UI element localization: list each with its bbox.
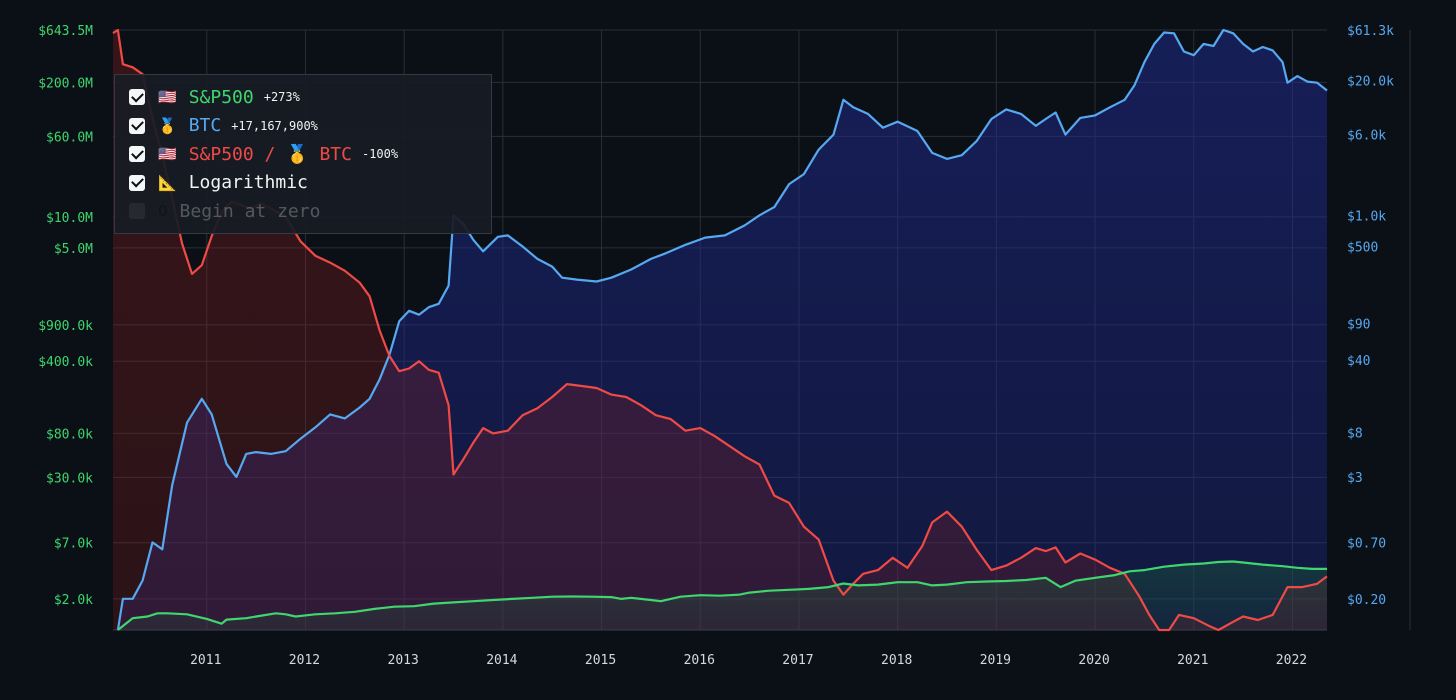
right-tick-label: $1.0k [1347,209,1386,224]
sp500-checkbox[interactable] [129,89,145,106]
legend-panel: 🇺🇸 S&P500 +273% 🥇 BTC +17,167,900% 🇺🇸 S&… [114,74,492,234]
gold-medal-icon: 🥇 [158,116,177,135]
right-tick-label: $8 [1347,427,1363,442]
ratio-label: S&P500 / 🥇 BTC [188,143,352,165]
btc-line [116,28,1328,631]
begin-at-zero-checkbox[interactable] [129,203,145,220]
x-tick-label: 2011 [190,653,221,668]
left-axis: $643.5M $200.0M $60.0M $10.0M $5.0M $900.0k $4… [38,24,93,608]
x-tick-label: 2016 [684,653,715,668]
x-tick-label: 2022 [1276,653,1307,668]
x-tick-label: 2021 [1177,653,1208,668]
left-tick-label: $10.0M [46,211,93,226]
right-tick-label: $6.0k [1347,129,1386,144]
left-tick-label: $200.0M [38,76,93,91]
x-tick-label: 2017 [782,653,813,668]
btc-label: BTC [188,115,222,137]
legend-item-ratio[interactable]: 🇺🇸 S&P500 / 🥇 BTC -100% [129,140,491,169]
begin-at-zero-label: Begin at zero [179,200,321,222]
btc-checkbox[interactable] [129,117,145,134]
legend-item-logarithmic[interactable]: 📐 Logarithmic [129,169,491,198]
x-tick-label: 2013 [388,653,419,668]
right-tick-label: $40 [1347,354,1370,369]
right-tick-label: $61.3k [1347,24,1394,39]
triangular-ruler-icon: 📐 [158,173,177,192]
ratio-change: -100% [361,147,399,162]
zero-keycap-icon: 0 [158,202,168,221]
left-tick-label: $400.0k [38,355,93,370]
x-tick-label: 2020 [1078,653,1109,668]
legend-item-btc[interactable]: 🥇 BTC +17,167,900% [129,112,491,141]
right-tick-label: $0.70 [1347,536,1386,551]
left-tick-label: $643.5M [38,24,93,39]
ratio-area [113,30,1327,630]
sp500-label: S&P500 [188,86,254,108]
right-axis: $61.3k $20.0k $6.0k $1.0k $500 $90 $40 $8 $3 $0.7… [1347,24,1394,608]
ratio-checkbox[interactable] [129,146,145,163]
right-tick-label: $3 [1347,471,1363,486]
legend-item-begin-at-zero[interactable]: 0 Begin at zero [129,197,491,226]
btc-change: +17,167,900% [231,118,318,133]
sp500-line [117,560,1327,631]
x-tick-label: 2018 [881,653,912,668]
logarithmic-checkbox[interactable] [129,174,145,191]
left-tick-label: $5.0M [54,242,93,257]
left-tick-label: $7.0k [54,537,93,552]
left-tick-label: $80.0k [46,427,93,442]
right-tick-label: $90 [1347,318,1370,333]
left-tick-label: $2.0k [54,593,93,608]
sp500-change: +273% [263,90,300,105]
x-tick-label: 2014 [486,653,517,668]
us-flag-icon: 🇺🇸 [158,145,177,164]
x-tick-label: 2019 [980,653,1011,668]
legend-item-sp500[interactable]: 🇺🇸 S&P500 +273% [129,83,491,112]
left-tick-label: $60.0M [46,130,93,145]
right-tick-label: $20.0k [1347,74,1394,89]
us-flag-icon: 🇺🇸 [158,88,177,107]
right-tick-label: $0.20 [1347,593,1386,608]
logarithmic-label: Logarithmic [188,172,308,194]
left-tick-label: $30.0k [46,471,93,486]
x-tick-label: 2012 [289,653,320,668]
x-axis: 2011 2012 2013 2014 2015 2016 2017 2018 2019 2020… [190,653,1307,668]
x-tick-label: 2015 [585,653,616,668]
left-tick-label: $900.0k [38,319,93,334]
right-tick-label: $500 [1347,241,1378,256]
